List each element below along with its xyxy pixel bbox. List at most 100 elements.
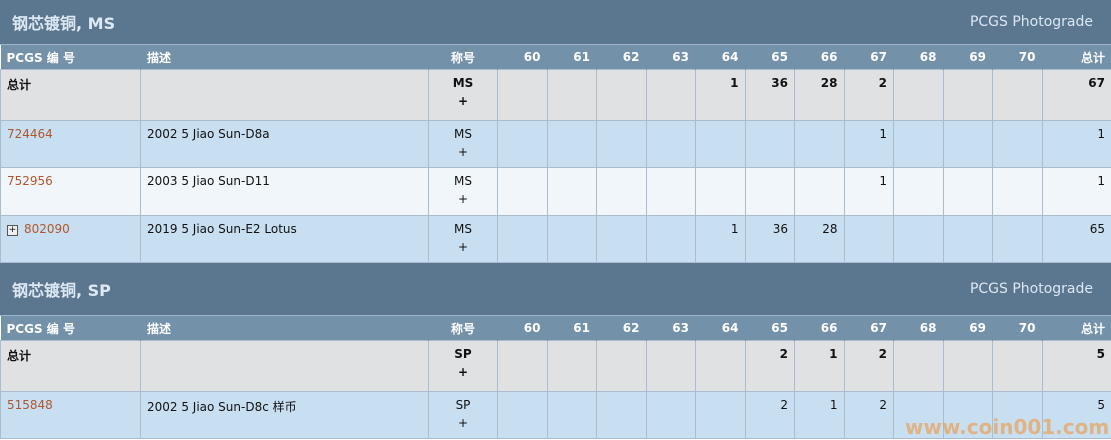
header-pcgs[interactable]: PCGS 编 号 [0,45,141,70]
pcgs-number-link[interactable]: 515848 [7,398,53,412]
pcgs-number-link[interactable]: 802090 [24,222,70,236]
plus-toggle[interactable]: + [457,365,469,379]
header-grade-69[interactable]: 69 [943,316,993,341]
designation-cell: SP + [428,391,498,439]
count-cell: 28 [794,69,845,121]
description: 2002 5 Jiao Sun-D8c 样币 [140,391,429,439]
count-cell [992,215,1043,263]
total-cell: 5 [1041,391,1111,439]
count-cell [596,120,647,168]
section-title: 钢芯镀铜, MS [12,14,116,33]
count-cell [942,391,993,439]
photograde-link[interactable]: PCGS Photograde [969,14,1093,30]
header-grade-66[interactable]: 66 [794,45,845,70]
designation: MS [454,127,472,141]
plus-toggle[interactable]: + [457,416,469,430]
table-row: 752956 2003 5 Jiao Sun-D11 MS +1 1 [0,167,1111,216]
count-cell [992,120,1043,168]
header-grade-69[interactable]: 69 [943,45,993,70]
expand-icon[interactable]: + [7,225,18,236]
header-total[interactable]: 总计 [1042,316,1111,341]
pcgs-cell: +802090 [0,215,141,263]
header-grade-64[interactable]: 64 [695,45,746,70]
designation: MS [452,76,474,90]
count-cell [843,215,894,263]
header-grade-70[interactable]: 70 [992,316,1043,341]
count-cell [546,391,597,439]
section-title-bar: 钢芯镀铜, SP PCGS Photograde [0,263,1111,316]
count-cell [942,120,993,168]
total-cell: 5 [1041,340,1111,392]
plus-toggle[interactable]: + [457,240,469,254]
header-grade-60[interactable]: 60 [497,45,548,70]
count-cell [695,120,746,168]
count-cell [645,215,696,263]
count-cell [893,215,944,263]
plus-toggle[interactable]: + [457,94,469,108]
plus-toggle[interactable]: + [457,145,469,159]
empty-cell [140,340,429,392]
count-cell [546,120,597,168]
header-row: PCGS 编 号描述 称号 60 61 62 63 64 65 66 67 68 69 70 总计 [0,45,1111,70]
count-cell [893,167,944,216]
count-cell [645,120,696,168]
header-grade-61[interactable]: 61 [547,45,597,70]
header-pcgs[interactable]: PCGS 编 号 [0,316,141,341]
count-cell: 2 [744,391,795,439]
count-cell [893,340,944,392]
header-grade-61[interactable]: 61 [547,316,597,341]
count-cell [942,167,993,216]
header-grade-67[interactable]: 67 [844,316,894,341]
header-desc[interactable]: 描述 [140,45,429,70]
pcgs-cell: 752956 [0,167,141,216]
count-cell [992,167,1043,216]
header-grade-68[interactable]: 68 [893,45,944,70]
count-cell [744,167,795,216]
header-grade-65[interactable]: 65 [745,316,795,341]
plus-toggle[interactable]: + [457,192,469,206]
count-cell [497,391,548,439]
designation-cell: MS + [428,167,498,216]
pcgs-number-link[interactable]: 724464 [7,127,53,141]
header-grade-64[interactable]: 64 [695,316,746,341]
header-grade-68[interactable]: 68 [893,316,944,341]
count-cell [992,340,1043,392]
header-grade-60[interactable]: 60 [497,316,548,341]
count-cell [992,391,1043,439]
photograde-link[interactable]: PCGS Photograde [969,281,1093,297]
count-cell [695,167,746,216]
header-grade-70[interactable]: 70 [992,45,1043,70]
count-cell [497,215,548,263]
header-grade-62[interactable]: 62 [596,316,647,341]
designation-cell: SP + [428,340,498,392]
count-cell: 1 [843,120,894,168]
designation-cell: MS + [428,120,498,168]
empty-cell [140,69,429,121]
header-grade-65[interactable]: 65 [745,45,795,70]
table-row: 515848 2002 5 Jiao Sun-D8c 样币 SP +2 1 2 5 [0,391,1111,439]
header-desc[interactable]: 描述 [140,316,429,341]
count-cell [546,69,597,121]
count-cell [794,167,845,216]
count-cell: 1 [695,69,746,121]
count-cell [695,391,746,439]
total-row: 总计 MS +1 36 28 2 67 [0,69,1111,121]
header-grade-67[interactable]: 67 [844,45,894,70]
header-designation[interactable]: 称号 [428,45,498,70]
header-grade-63[interactable]: 63 [646,45,696,70]
section: 钢芯镀铜, SP PCGS Photograde PCGS 编 号描述 称号 60 61 6… [0,263,1111,439]
count-cell [645,340,696,392]
count-cell [942,69,993,121]
count-cell: 2 [744,340,795,392]
count-cell [893,69,944,121]
header-grade-62[interactable]: 62 [596,45,647,70]
population-table: PCGS 编 号描述 称号 60 61 62 63 64 65 66 67 68 69 70 总计 总计 MS… [0,45,1111,263]
header-total[interactable]: 总计 [1042,45,1111,70]
header-designation[interactable]: 称号 [428,316,498,341]
header-grade-66[interactable]: 66 [794,316,845,341]
count-cell [497,340,548,392]
header-row: PCGS 编 号描述 称号 60 61 62 63 64 65 66 67 68 69 70 总计 [0,316,1111,341]
header-grade-63[interactable]: 63 [646,316,696,341]
pcgs-number-link[interactable]: 752956 [7,174,53,188]
